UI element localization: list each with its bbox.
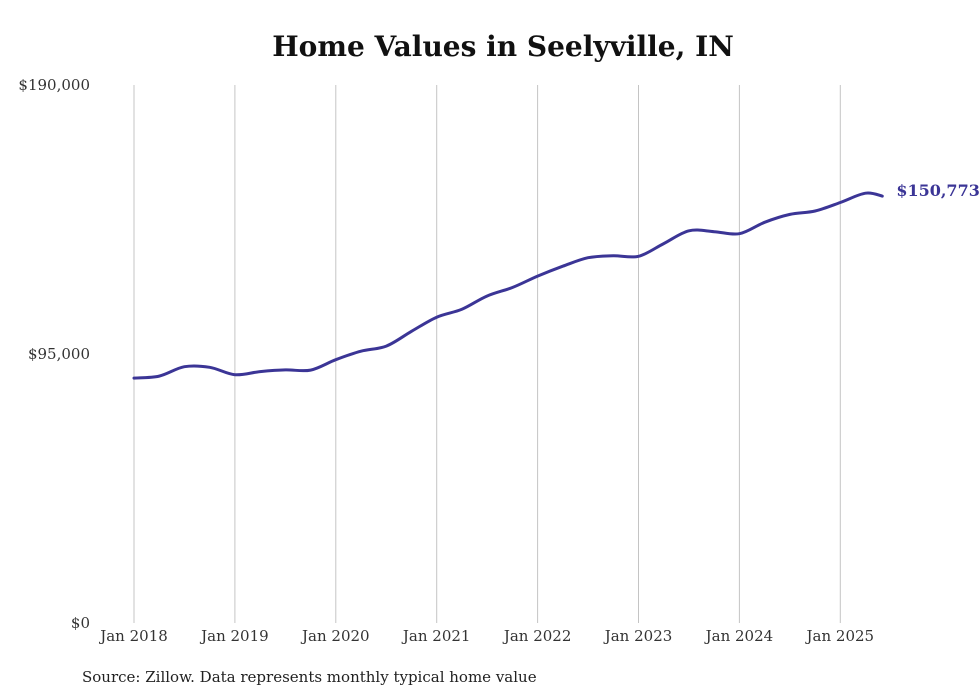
x-tick-label: Jan 2022 [502, 627, 572, 645]
source-note: Source: Zillow. Data represents monthly … [82, 668, 537, 686]
y-tick-label: $190,000 [18, 76, 90, 94]
series-line [132, 191, 884, 380]
x-tick-label: Jan 2024 [704, 627, 774, 645]
y-tick-label: $95,000 [28, 345, 90, 363]
x-tick-label: Jan 2019 [199, 627, 269, 645]
x-tick-label: Jan 2025 [805, 627, 875, 645]
x-tick-label: Jan 2018 [98, 627, 168, 645]
x-tick-label: Jan 2021 [401, 627, 471, 645]
y-tick-label: $0 [71, 614, 90, 632]
end-value-label: $150,773 [896, 181, 980, 200]
x-tick-label: Jan 2020 [300, 627, 370, 645]
x-tick-label: Jan 2023 [603, 627, 673, 645]
chart-title: Home Values in Seelyville, IN [272, 30, 734, 63]
